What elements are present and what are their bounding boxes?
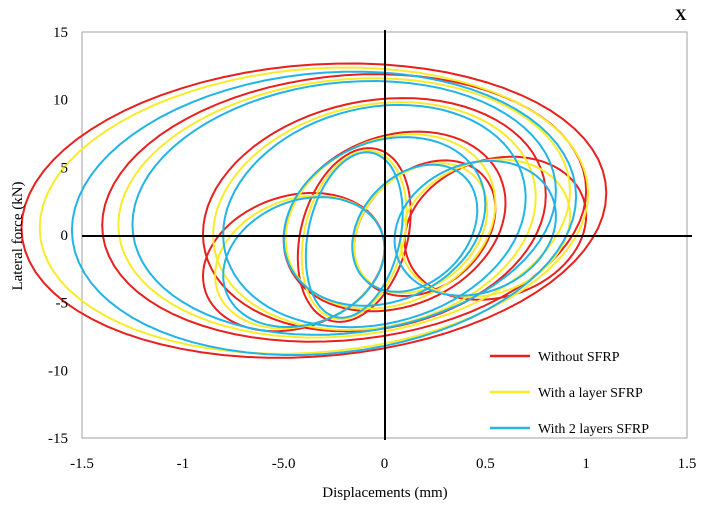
y-tick-label: -5 bbox=[56, 296, 69, 312]
x-tick-label: 1.5 bbox=[678, 456, 697, 472]
series-2 bbox=[38, 66, 590, 355]
loop-2-6 bbox=[300, 149, 408, 321]
legend-label: With a layer SFRP bbox=[538, 386, 643, 401]
x-tick-label: -5.0 bbox=[272, 456, 296, 472]
x-tick-label: 1 bbox=[582, 456, 590, 472]
y-tick-label: 5 bbox=[61, 160, 69, 176]
loop-3-8 bbox=[222, 196, 386, 328]
loop-3-6 bbox=[304, 151, 404, 319]
series-3 bbox=[70, 70, 578, 356]
y-axis-title: Lateral force (kN) bbox=[10, 181, 26, 290]
x-tick-label: -1.5 bbox=[70, 456, 94, 472]
loop-3-4 bbox=[70, 70, 578, 356]
y-tick-label: -10 bbox=[48, 363, 68, 379]
loop-3-2 bbox=[222, 103, 527, 329]
corner-label: X bbox=[675, 7, 687, 24]
y-tick-label: -15 bbox=[48, 431, 68, 447]
loop-1-4 bbox=[20, 62, 608, 359]
loop-2-2 bbox=[212, 101, 537, 331]
x-tick-label: 0 bbox=[381, 456, 389, 472]
loop-1-6 bbox=[296, 147, 412, 323]
loop-2-5 bbox=[353, 162, 489, 295]
series-layer bbox=[20, 62, 608, 359]
loop-2-3 bbox=[117, 77, 572, 339]
y-tick-label: 10 bbox=[53, 93, 68, 109]
loop-2-1 bbox=[284, 133, 497, 310]
loop-2-4 bbox=[38, 66, 590, 355]
x-tick-label: -1 bbox=[177, 456, 190, 472]
legend: Without SFRP With a layer SFRP With 2 laye… bbox=[490, 350, 649, 437]
y-tick-label: 15 bbox=[53, 25, 68, 41]
legend-label: With 2 layers SFRP bbox=[538, 422, 649, 437]
loop-3-1 bbox=[282, 136, 487, 307]
legend-label: Without SFRP bbox=[538, 350, 620, 365]
y-tick-label: 0 bbox=[61, 228, 69, 244]
loop-3-5 bbox=[351, 163, 479, 293]
x-tick-labels: -1.5 -1 -5.0 0 0.5 1 1.5 bbox=[70, 456, 696, 472]
loop-1-3 bbox=[101, 73, 588, 343]
loop-3-7 bbox=[393, 159, 557, 297]
x-tick-label: 0.5 bbox=[476, 456, 495, 472]
loop-3-3 bbox=[131, 79, 557, 336]
y-tick-labels: 15 10 5 0 -5 -10 -15 bbox=[48, 25, 68, 447]
x-axis-title: Displacements (mm) bbox=[322, 485, 447, 501]
